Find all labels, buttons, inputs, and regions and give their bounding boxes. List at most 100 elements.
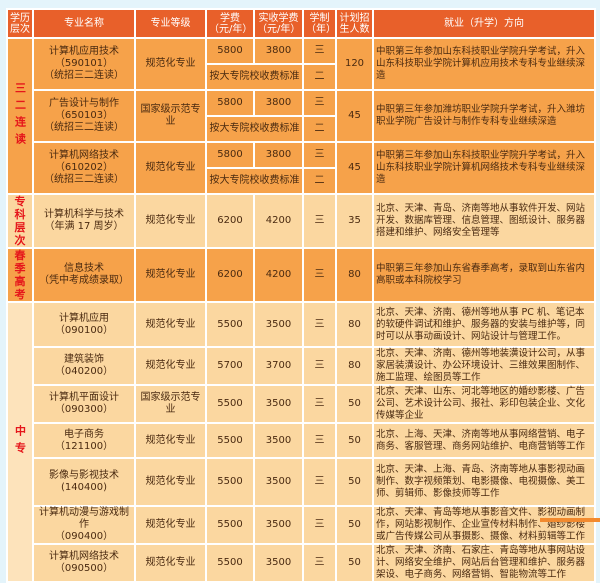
major-name: 计算机科学与技术 （年满 17 周岁） — [32, 193, 136, 249]
major-title: 计算机网络技术 — [49, 551, 119, 562]
table-row: 按大专院校收费标准二 — [7, 167, 595, 195]
enrollment-count: 80 — [335, 247, 374, 303]
major-note: （统招三二连读） — [44, 70, 124, 81]
table-row: 计算机平面设计 （090300） 国家级示范专业 5500 3500 三 50 北京、天津、山… — [7, 384, 596, 424]
level-label: 专科层次 — [6, 193, 34, 249]
career-direction: 北京、天津、青岛、济南等地从事软件开发、网站开发、数据库管理、信息管理、图纸设计… — [372, 193, 596, 249]
major-grade: 规范化专业 — [134, 37, 207, 91]
major-code: （090500） — [54, 563, 114, 574]
table-header: 学历层次 专业名称 专业等级 学费（元/年） 实收学费（元/年） 学制（年） 计划招生人数就… — [6, 8, 596, 39]
duration: 三 — [302, 247, 337, 303]
level-label: 三二连读 — [6, 37, 34, 195]
major-code: （610202） — [54, 162, 114, 173]
career-direction: 北京、天津、青岛等地从事影音文件、影视动画制作，网站影视制作、企业宣传材料制作、… — [372, 505, 596, 545]
major-note: （凭中考成绩录取） — [39, 275, 129, 286]
duration: 二 — [302, 167, 337, 195]
duration: 二 — [302, 115, 337, 143]
major-note: （统招三二连读） — [44, 122, 124, 133]
enrollment-count: 120 — [335, 37, 374, 91]
career-direction: 北京、天津、济南、德州等地从事 PC 机、笔记本的软硬件调试和维护、服务器的安装… — [372, 301, 596, 348]
major-grade: 规范化专业 — [134, 543, 207, 583]
major-name: 电子商务 （121100） — [32, 422, 136, 459]
duration: 三 — [302, 543, 337, 583]
major-grade: 国家级示范专业 — [134, 89, 207, 143]
tuition: 5500 — [205, 457, 255, 507]
duration: 三 — [302, 505, 337, 545]
enrollment-count: 80 — [335, 346, 374, 386]
tuition: 5800 — [205, 89, 255, 117]
major-title: 计算机应用技术 — [49, 46, 119, 57]
major-grade: 规范化专业 — [134, 193, 207, 249]
actual-tuition: 3500 — [253, 422, 304, 459]
major-name: 计算机平面设计 （090300） — [32, 384, 136, 424]
major-title: 计算机平面设计 — [49, 392, 119, 403]
major-title: 计算机动漫与游戏制作 — [39, 507, 129, 530]
major-name: 计算机应用 （090100） — [32, 301, 136, 348]
enrollment-count: 50 — [335, 384, 374, 424]
enrollment-count: 45 — [335, 89, 374, 143]
duration: 三 — [302, 301, 337, 348]
major-grade: 规范化专业 — [134, 141, 207, 195]
major-title: 电子商务 — [64, 428, 104, 440]
enrollment-count: 50 — [335, 505, 374, 545]
duration: 三 — [302, 422, 337, 459]
actual-tuition: 3800 — [253, 89, 304, 117]
duration: 三 — [302, 346, 337, 386]
duration: 三 — [302, 89, 337, 117]
major-title: 计算机网络技术 — [49, 150, 119, 161]
major-name: 计算机网络技术 （610202） （统招三二连读） — [32, 141, 136, 195]
enrollment-count: 80 — [335, 301, 374, 348]
fee-standard: 按大专院校收费标准 — [205, 167, 304, 195]
column-header: 实收学费（元/年） — [253, 8, 304, 39]
career-direction: 中职第三年参加山东省春季高考，录取到山东省内高职或本科院校学习 — [372, 247, 596, 303]
major-name: 计算机网络技术 （090500） — [32, 543, 136, 583]
table-row: 春季高考 信息技术 （凭中考成绩录取） 规范化专业 6200 4200 三 80 中职第三年参加… — [6, 247, 596, 303]
actual-tuition: 3700 — [253, 346, 304, 386]
career-direction: 北京、上海、天津、济南等地从事网络营销、电子商务、客服管理、商务网站维护、电商营… — [372, 422, 596, 459]
career-direction: 北京、天津、上海、青岛、济南等地从事影视动画制作、数字视频策划、电影摄像、电视摄… — [372, 457, 596, 507]
career-direction: 北京、天津、济南、石家庄、青岛等地从事网站设计、网络安全维护、网站后台管理和维护… — [372, 543, 596, 583]
career-direction: 中职第三年参加山东科技职业学院升学考试，升入山东科技职业学院计算机应用技术专科专… — [372, 37, 596, 91]
column-header: 学历层次 — [6, 8, 34, 39]
major-grade: 规范化专业 — [134, 505, 207, 545]
table-row: 专科层次 计算机科学与技术 （年满 17 周岁） 规范化专业 6200 4200 三 35 北京… — [6, 193, 596, 249]
enrollment-count: 50 — [335, 543, 374, 583]
tuition: 5700 — [205, 346, 255, 386]
table-row: 中专 计算机应用 （090100） 规范化专业 5500 3500 三 80 北京、天津、济南、… — [6, 301, 596, 583]
actual-tuition: 3500 — [253, 384, 304, 424]
major-code: （121100） — [54, 440, 114, 452]
column-header: 专业名称 — [32, 8, 136, 39]
major-grade: 规范化专业 — [134, 422, 207, 459]
career-direction: 北京、天津、济南、德州等地装潢设计公司，从事家居装潢设计、办公环境设计、三维效果… — [372, 346, 596, 386]
table-row: 广告设计与制作 （650103） （统招三二连读） 国家级示范专业 5800 3800 三 4… — [7, 89, 596, 143]
duration: 三 — [302, 384, 337, 424]
major-title: 影像与影视技术 — [49, 470, 119, 481]
actual-tuition: 4200 — [253, 247, 304, 303]
decorative-bar — [540, 518, 600, 522]
major-grade: 国家级示范专业 — [134, 384, 207, 424]
table-row: 建筑装饰 （040200） 规范化专业 5700 3700 三 80 北京、天津、济南、德州等… — [7, 346, 596, 386]
actual-tuition: 3500 — [253, 543, 304, 583]
tuition: 5500 — [205, 384, 255, 424]
major-note: （统招三二连读） — [44, 174, 124, 185]
major-name: 影像与影视技术 (140400) — [32, 457, 136, 507]
table-row: 计算机动漫与游戏制作 （090400） 规范化专业 5500 3500 三 50 北京、天津、… — [7, 505, 596, 545]
major-name: 信息技术 （凭中考成绩录取） — [32, 247, 136, 303]
major-name: 广告设计与制作 （650103） （统招三二连读） — [32, 89, 136, 143]
career-direction: 中职第三年参加潍坊职业学院升学考试，升入潍坊职业学院广告设计与制作专科专业继续深… — [372, 89, 596, 143]
major-code: （090100） — [54, 324, 114, 336]
major-grade: 规范化专业 — [134, 301, 207, 348]
column-header: 学制（年） — [302, 8, 337, 39]
major-name: 计算机应用技术 （590101） （统招三二连读） — [32, 37, 136, 91]
major-code: (140400) — [61, 482, 107, 493]
duration: 三 — [302, 193, 337, 249]
major-title: 计算机科学与技术 — [44, 209, 124, 220]
tuition: 5500 — [205, 505, 255, 545]
tuition: 5500 — [205, 301, 255, 348]
table-row: 按大专院校收费标准二 — [7, 63, 595, 91]
duration: 三 — [302, 37, 337, 65]
level-label: 中专 — [6, 301, 34, 583]
enrollment-count: 45 — [335, 141, 374, 195]
level-label: 春季高考 — [6, 247, 34, 303]
career-direction: 北京、天津、山东、河北等地区的婚纱影楼、广告公司、艺术设计公司、报社、彩印包装企… — [372, 384, 596, 424]
